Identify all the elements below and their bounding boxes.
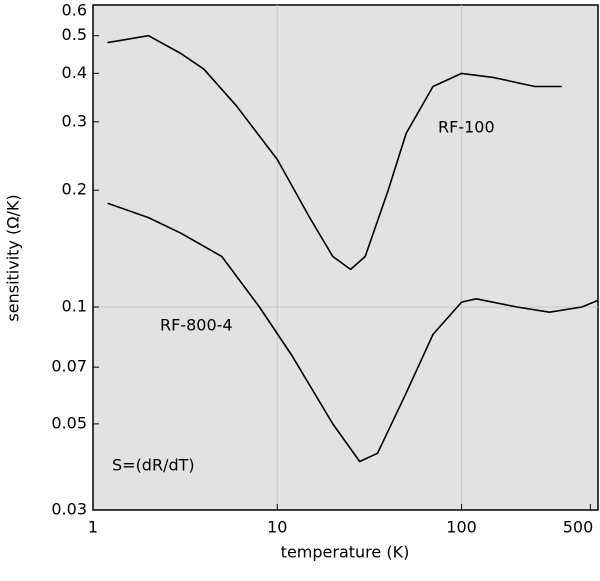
y-tick-label: 0.3 — [62, 111, 87, 130]
y-tick-label: 0.4 — [62, 63, 87, 82]
line — [107, 34, 562, 271]
y-tick-label: 0.07 — [51, 357, 87, 376]
x-tick-label: 100 — [446, 518, 477, 537]
x-axis-label: temperature (K) — [281, 543, 410, 562]
y-tick-label: 0.6 — [62, 1, 87, 20]
x-tick-label: 1 — [88, 518, 98, 537]
y-tick-label: 0.1 — [62, 297, 87, 316]
y-axis-label: sensitivity (Ω/K) — [4, 194, 23, 321]
plot-area — [92, 4, 599, 511]
series-label: RF-800-4 — [160, 316, 233, 335]
y-tick-label: 0.03 — [51, 500, 87, 519]
series-label: RF-100 — [438, 118, 495, 137]
y-tick-label: 0.5 — [62, 25, 87, 44]
y-tick-label: 0.2 — [62, 180, 87, 199]
x-tick-label: 10 — [267, 518, 287, 537]
annotation: S=(dR/dT) — [112, 456, 195, 475]
y-tick-label: 0.05 — [51, 413, 87, 432]
x-tick-label: 500 — [563, 518, 594, 537]
line — [107, 202, 599, 463]
